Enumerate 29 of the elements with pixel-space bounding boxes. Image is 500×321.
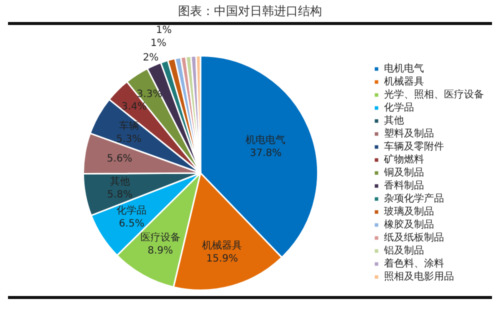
legend-label: 杂项化学产品	[384, 192, 444, 205]
legend-label: 香料制品	[384, 180, 424, 192]
legend-label: 纸及纸板制品	[384, 232, 444, 244]
data-label: 机电电气 37.8%	[246, 134, 286, 159]
chart-title: 图表：中国对日韩进口结构	[177, 3, 323, 20]
legend-label: 电机电气	[384, 62, 424, 75]
legend-label: 化学品	[384, 102, 414, 114]
data-label: 2%	[142, 52, 159, 64]
data-label: 1%	[156, 24, 172, 36]
legend-label: 铝及制品	[383, 244, 424, 257]
legend-label: 玻璃及制品	[384, 206, 434, 218]
legend-label: 照相及电影用品	[384, 270, 454, 283]
data-label: 3.4%	[121, 101, 147, 112]
legend-label: 机械器具	[384, 76, 424, 88]
data-label: 5.6%	[106, 154, 132, 165]
data-label: 1%	[150, 38, 166, 50]
legend-label: 橡胶及制品	[384, 218, 434, 231]
data-label: 医疗设备 8.9%	[140, 232, 180, 257]
legend-label: 光学、照相、医疗设备	[384, 88, 484, 101]
legend-label: 铜及制品	[383, 166, 424, 179]
data-label: 车辆 5.3%	[116, 120, 142, 145]
legend-label: 车辆及零附件	[384, 140, 444, 153]
legend-label: 矿物燃料	[383, 154, 424, 166]
data-label: 机械器具 15.9%	[202, 239, 242, 264]
data-label: 化学品 6.5%	[116, 204, 147, 230]
legend-label: 塑料及制品	[384, 128, 434, 140]
legend-label: 着色料、涂料	[384, 258, 444, 270]
data-label: 其他 5.8%	[107, 175, 133, 200]
legend-label: 其他	[384, 114, 404, 127]
